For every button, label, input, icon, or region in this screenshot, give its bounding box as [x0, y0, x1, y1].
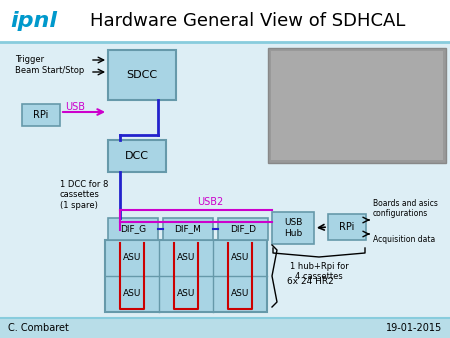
FancyBboxPatch shape — [268, 48, 446, 163]
Text: ASU: ASU — [231, 254, 249, 263]
Text: 1 hub+Rpi for
4 cassettes: 1 hub+Rpi for 4 cassettes — [290, 262, 348, 282]
Text: DCC: DCC — [125, 151, 149, 161]
FancyBboxPatch shape — [328, 214, 366, 240]
Text: Trigger
Beam Start/Stop: Trigger Beam Start/Stop — [15, 55, 84, 75]
FancyBboxPatch shape — [0, 318, 450, 338]
FancyBboxPatch shape — [218, 218, 268, 240]
Text: ASU: ASU — [177, 290, 195, 298]
Text: 19-01-2015: 19-01-2015 — [386, 323, 442, 333]
Text: RPi: RPi — [33, 110, 49, 120]
FancyBboxPatch shape — [163, 218, 213, 240]
Text: ASU: ASU — [123, 290, 141, 298]
FancyBboxPatch shape — [0, 0, 450, 42]
FancyBboxPatch shape — [108, 218, 158, 240]
FancyBboxPatch shape — [271, 51, 443, 160]
Text: SDCC: SDCC — [126, 70, 158, 80]
Text: Boards and asics
configurations: Boards and asics configurations — [373, 199, 438, 218]
Text: ASU: ASU — [123, 254, 141, 263]
FancyBboxPatch shape — [108, 140, 166, 172]
Text: ipnl: ipnl — [10, 11, 57, 31]
Text: 6x 24 HR2: 6x 24 HR2 — [287, 276, 334, 286]
Text: C. Combaret: C. Combaret — [8, 323, 69, 333]
Text: Acquisition data: Acquisition data — [373, 235, 435, 244]
Text: Hardware General View of SDHCAL: Hardware General View of SDHCAL — [90, 12, 405, 30]
Text: USB2: USB2 — [197, 197, 223, 207]
Text: DIF_G: DIF_G — [120, 224, 146, 234]
Text: ASU: ASU — [177, 254, 195, 263]
Text: 1 DCC for 8
cassettes
(1 spare): 1 DCC for 8 cassettes (1 spare) — [60, 180, 108, 210]
Text: RPi: RPi — [339, 222, 355, 232]
Text: USB: USB — [65, 102, 85, 112]
FancyBboxPatch shape — [22, 104, 60, 126]
FancyBboxPatch shape — [105, 240, 267, 312]
Text: DIF_M: DIF_M — [175, 224, 202, 234]
FancyBboxPatch shape — [272, 212, 314, 244]
Text: DIF_D: DIF_D — [230, 224, 256, 234]
FancyBboxPatch shape — [108, 50, 176, 100]
Text: ASU: ASU — [231, 290, 249, 298]
Text: USB
Hub: USB Hub — [284, 218, 302, 238]
